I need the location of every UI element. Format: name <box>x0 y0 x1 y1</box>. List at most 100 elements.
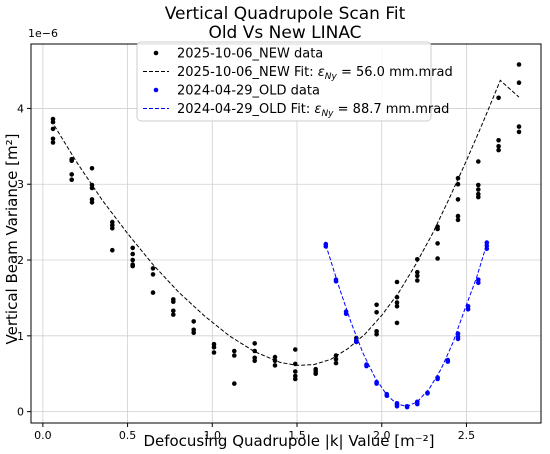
data-point <box>50 126 56 132</box>
legend: 2025-10-06_NEW data 2025-10-06_NEW Fit: ε… <box>136 41 453 122</box>
data-point <box>374 310 379 315</box>
data-point <box>343 311 349 317</box>
y-tick-label: 3 <box>17 178 24 191</box>
data-point <box>415 269 420 275</box>
data-point <box>364 363 369 369</box>
data-point <box>333 279 339 284</box>
data-point <box>465 307 471 312</box>
data-point <box>516 80 522 85</box>
data-point <box>293 361 298 367</box>
data-point <box>496 144 501 149</box>
data-point <box>384 393 390 399</box>
data-point <box>89 185 95 191</box>
data-point <box>110 225 115 231</box>
data-point <box>435 226 440 232</box>
legend-box <box>136 41 432 122</box>
data-point <box>435 256 440 261</box>
data-point <box>191 319 196 324</box>
y-axis-ticks: 0 1 2 3 4 <box>17 102 31 419</box>
data-point <box>476 194 481 200</box>
data-point <box>455 197 461 202</box>
data-point <box>435 376 440 382</box>
data-point <box>394 279 400 285</box>
x-tick-label: 2.0 <box>373 429 391 442</box>
data-point <box>293 347 298 352</box>
data-point <box>130 251 135 257</box>
chart-title: Vertical Quadrupole Scan Fit <box>165 4 406 24</box>
y-tick-label: 2 <box>17 254 24 267</box>
data-point <box>484 246 490 251</box>
data-point <box>415 257 420 262</box>
data-point <box>69 158 74 163</box>
data-point <box>394 294 400 300</box>
data-point <box>89 166 95 171</box>
data-point <box>333 353 339 358</box>
data-point <box>415 278 420 283</box>
y-axis-label: Vertical Beam Variance [m²] <box>3 134 21 345</box>
data-point <box>130 245 135 251</box>
data-point <box>272 354 278 360</box>
data-point <box>455 336 461 342</box>
data-point <box>374 332 379 337</box>
data-point <box>374 302 379 308</box>
data-point <box>415 273 420 279</box>
data-point <box>130 263 135 269</box>
legend-entry: 2024-04-29_OLD data <box>177 84 320 99</box>
data-point <box>171 312 176 317</box>
y-tick-label: 1 <box>17 330 24 343</box>
data-point <box>272 358 278 364</box>
data-point <box>394 320 400 326</box>
data-point <box>232 353 237 358</box>
x-axis-label: Defocusing Quadrupole |k| Value [m⁻²] <box>143 432 434 450</box>
data-point <box>130 257 135 263</box>
legend-marker-dot <box>153 50 159 56</box>
legend-marker-dot <box>153 87 159 93</box>
data-point <box>313 371 319 377</box>
data-point <box>415 401 420 407</box>
chart-subtitle: Old Vs New LINAC <box>208 23 361 43</box>
data-point <box>394 300 400 305</box>
data-point <box>150 272 156 277</box>
data-point <box>252 358 257 364</box>
data-point <box>516 124 522 129</box>
data-point <box>150 266 156 271</box>
data-point <box>445 359 451 364</box>
data-point <box>211 350 217 355</box>
data-point <box>404 404 410 410</box>
data-point <box>374 381 379 386</box>
y-multiplier-label: 1e−6 <box>28 27 58 40</box>
data-point <box>69 172 74 177</box>
x-tick-label: 1.0 <box>204 429 222 442</box>
fit-line-3 <box>325 243 488 407</box>
data-point <box>476 182 481 188</box>
data-point <box>394 304 400 309</box>
data-point <box>455 181 461 187</box>
y-tick-label: 4 <box>17 102 24 115</box>
data-point <box>496 95 501 101</box>
data-point <box>516 62 522 67</box>
data-point <box>232 348 237 354</box>
x-axis-ticks: 0.0 0.5 1.0 1.5 2.0 2.5 <box>34 423 475 442</box>
data-point <box>455 213 461 219</box>
data-point <box>354 339 359 345</box>
data-point <box>69 177 74 182</box>
data-point <box>333 357 339 362</box>
data-point <box>476 159 481 164</box>
data-point <box>476 187 481 192</box>
series-layer <box>50 62 522 410</box>
data-point <box>272 363 278 368</box>
data-point <box>50 119 56 125</box>
data-point <box>171 299 176 305</box>
data-point <box>425 391 430 396</box>
data-point <box>435 241 440 246</box>
y-tick-label: 0 <box>17 406 24 419</box>
fit-line-1 <box>50 79 520 366</box>
x-tick-label: 1.5 <box>288 429 306 442</box>
data-point <box>496 138 501 143</box>
x-tick-label: 0.0 <box>34 429 52 442</box>
data-point <box>293 369 298 374</box>
data-point <box>252 348 257 354</box>
data-point <box>476 280 481 286</box>
data-point <box>323 244 329 249</box>
